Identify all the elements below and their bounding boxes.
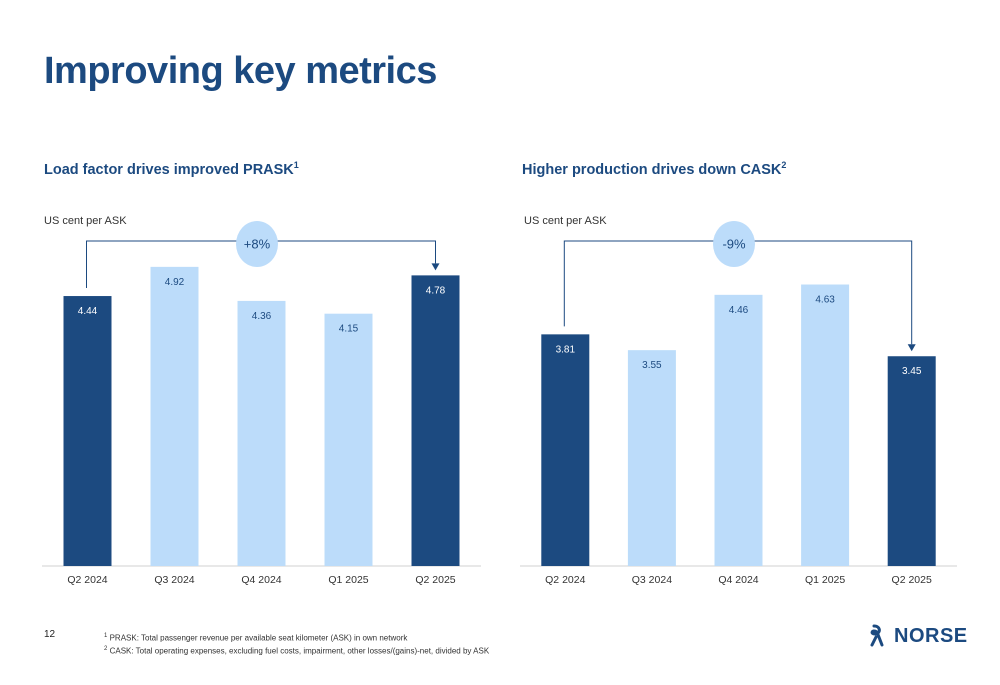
logo-text: NORSE [894,624,968,647]
data-label: 3.81 [556,344,576,355]
footnote-1: 1 PRASK: Total passenger revenue per ava… [104,633,408,643]
bar-q1-2025 [324,313,373,566]
norse-logo: NORSE [868,623,968,649]
bar-q2-2024 [541,334,590,566]
data-label: 4.92 [165,277,185,288]
x-tick-label: Q2 2025 [415,574,455,586]
chart-unit-cask: US cent per ASK [524,215,607,227]
data-label: 4.63 [815,294,835,305]
comparison-arrowhead [907,344,916,352]
x-tick-label: Q1 2025 [805,574,845,586]
page-number: 12 [44,629,56,640]
bar-q4-2024 [714,294,763,566]
cask-bar-chart: 3.81 Q2 2024 3.55 Q3 2024 4.46 Q4 2024 4.63 Q1 … [520,221,957,586]
footnotes: 1 PRASK: Total passenger revenue per ava… [104,631,489,656]
x-tick-label: Q2 2024 [545,574,585,586]
data-label: 4.15 [339,324,359,335]
comparison-arrowhead [431,263,440,271]
bar-q2-2025 [411,275,460,566]
prask-bar-chart: 4.44 Q2 2024 4.92 Q3 2024 4.36 Q4 2024 4.15 Q1 … [42,221,481,586]
comparison-label: -9% [722,237,746,252]
x-tick-label: Q2 2024 [67,574,107,586]
footnote-2: 2 CASK: Total operating expenses, exclud… [104,645,490,656]
comparison-bubble [236,221,278,267]
comparison-label: +8% [244,237,271,252]
data-label: 4.46 [729,305,749,316]
data-label: 4.78 [426,285,446,296]
x-tick-label: Q1 2025 [328,574,368,586]
chart-title-footnote-marker: 1 [293,160,299,170]
chart-title-cask: Higher production drives down CASK2 [522,160,786,178]
x-tick-label: Q4 2024 [241,574,281,586]
data-label: 3.55 [642,360,662,371]
chart-unit-prask: US cent per ASK [44,215,127,227]
x-tick-label: Q2 2025 [892,574,932,586]
data-label: 3.45 [902,366,922,377]
bar-q2-2024 [63,296,112,566]
norse-logo-icon [870,624,884,647]
comparison-bubble [713,221,755,267]
x-tick-label: Q3 2024 [154,574,194,586]
chart-title-footnote-marker: 2 [781,160,787,170]
chart-title-text: Higher production drives down CASK [522,161,782,178]
chart-title-text: Load factor drives improved PRASK [44,161,294,178]
data-label: 4.36 [252,311,272,322]
page-title: Improving key metrics [44,50,437,92]
bar-q1-2025 [801,284,850,566]
chart-title-prask: Load factor drives improved PRASK1 [44,160,299,178]
x-tick-label: Q3 2024 [632,574,672,586]
data-label: 4.44 [78,306,98,317]
bar-q4-2024 [237,300,286,566]
bar-q2-2025 [887,356,936,566]
bar-q3-2024 [627,350,676,566]
bar-q3-2024 [150,266,199,566]
x-tick-label: Q4 2024 [718,574,758,586]
